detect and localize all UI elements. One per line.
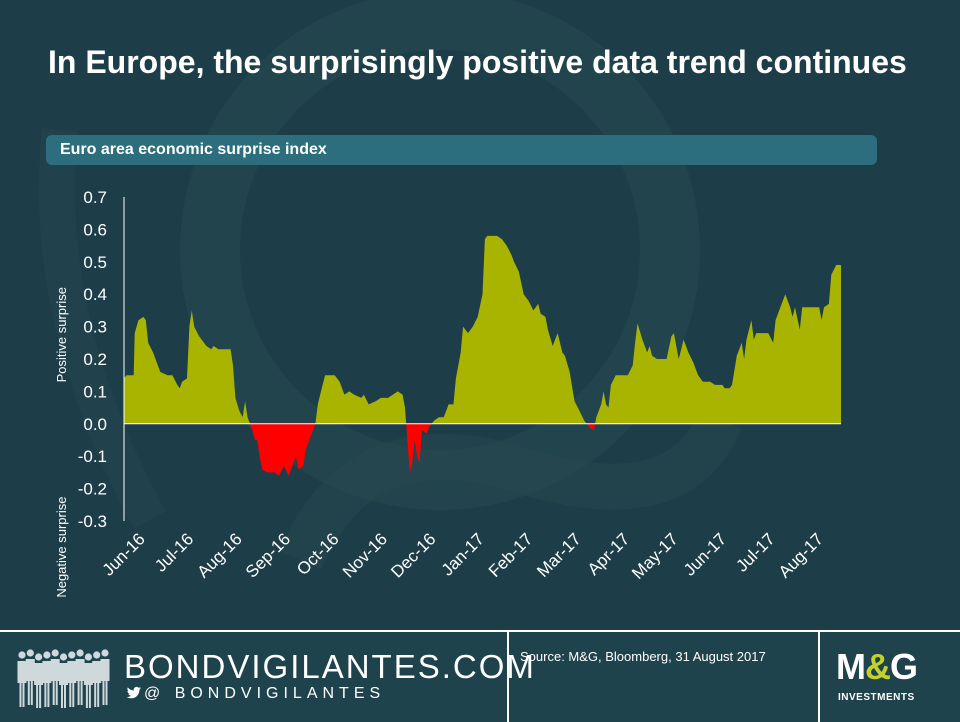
- y-tick-label: -0.3: [78, 512, 107, 531]
- logo-ampersand: &: [865, 646, 891, 687]
- y-tick-label: 0.4: [83, 285, 107, 304]
- surprise-index-chart: 0.70.60.50.40.30.20.10.0-0.1-0.2-0.3Jun-…: [54, 188, 841, 598]
- twitter-handle-text: @ BONDVIGILANTES: [144, 685, 386, 702]
- logo-g: G: [890, 646, 918, 687]
- footer: BONDVIGILANTES.COM @ BONDVIGILANTES Sour…: [0, 630, 960, 722]
- y-tick-label: -0.1: [78, 447, 107, 466]
- y-tick-label: 0.2: [83, 350, 107, 369]
- x-tick-label: Aug-17: [775, 529, 827, 581]
- x-tick-label: Jun-16: [99, 529, 149, 579]
- y-axis-label-positive: Positive surprise: [54, 287, 69, 382]
- mg-investments-logo: M&G INVESTMENTS: [836, 646, 944, 710]
- x-tick-label: Jun-17: [680, 529, 730, 579]
- chart-subtitle-bar: Euro area economic surprise index: [46, 135, 877, 165]
- x-tick-label: Dec-16: [387, 529, 439, 581]
- x-tick-label: Sep-16: [242, 529, 294, 581]
- negative-surprise-area: [124, 423, 841, 476]
- x-tick-label: Feb-17: [485, 529, 537, 581]
- x-tick-label: Oct-16: [293, 529, 343, 579]
- y-tick-label: 0.6: [83, 220, 107, 239]
- x-tick-label: Nov-16: [339, 529, 391, 581]
- twitter-bird-icon: [126, 686, 141, 699]
- x-tick-label: Jan-17: [438, 529, 488, 579]
- x-tick-label: Mar-17: [533, 529, 585, 581]
- footer-divider: [507, 632, 509, 722]
- chart-subtitle: Euro area economic surprise index: [60, 141, 327, 158]
- y-tick-label: -0.2: [78, 480, 107, 499]
- y-tick-label: 0.0: [83, 415, 107, 434]
- x-tick-label: Jul-17: [732, 529, 778, 575]
- footer-divider: [818, 632, 820, 722]
- y-tick-label: 0.1: [83, 382, 107, 401]
- team-silhouettes-icon: [17, 649, 110, 708]
- x-tick-label: Jul-16: [151, 529, 197, 575]
- brand-name[interactable]: BONDVIGILANTES.COM: [124, 648, 536, 685]
- source-note: Source: M&G, Bloomberg, 31 August 2017: [520, 649, 766, 664]
- slide-title: In Europe, the surprisingly positive dat…: [48, 44, 907, 80]
- logo-investments: INVESTMENTS: [838, 692, 915, 703]
- y-tick-label: 0.3: [83, 318, 107, 337]
- x-tick-label: May-17: [628, 529, 682, 583]
- x-tick-label: Aug-16: [194, 529, 246, 581]
- x-tick-label: Apr-17: [584, 529, 634, 579]
- y-tick-label: 0.7: [83, 188, 107, 207]
- y-tick-label: 0.5: [83, 253, 107, 272]
- logo-m: M: [836, 646, 866, 687]
- twitter-handle[interactable]: @ BONDVIGILANTES: [126, 685, 385, 703]
- positive-surprise-area: [124, 235, 841, 424]
- background-decoration: [0, 0, 960, 630]
- y-axis-label-negative: Negative surprise: [54, 497, 69, 598]
